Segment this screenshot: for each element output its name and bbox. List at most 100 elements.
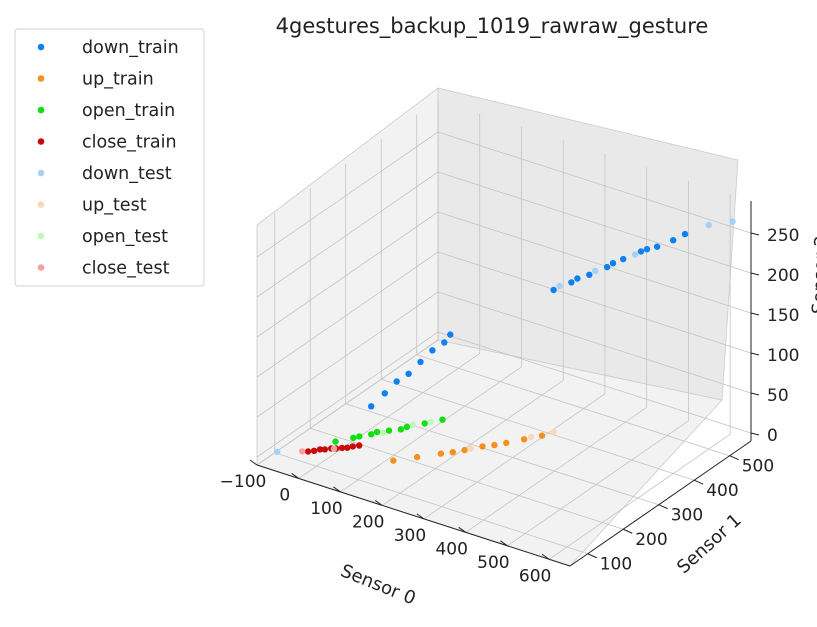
z-gridline-left bbox=[256, 211, 439, 338]
y-gridline-floor bbox=[381, 378, 695, 481]
y-tick-label: 300 bbox=[671, 506, 703, 526]
y-tick bbox=[587, 553, 597, 559]
y-tick bbox=[694, 479, 704, 485]
z-tick bbox=[750, 232, 760, 236]
data-point-down-train bbox=[417, 358, 424, 366]
x-gridline-floor bbox=[423, 393, 606, 520]
legend-frame bbox=[14, 28, 205, 287]
data-point-down-train bbox=[381, 390, 388, 397]
data-point-open-train bbox=[397, 426, 405, 433]
z-gridline-back bbox=[437, 131, 752, 234]
data-point-up-train bbox=[413, 453, 421, 461]
x-gridline-floor bbox=[381, 380, 564, 506]
legend: down_train up_train open_train close_traind… bbox=[14, 28, 205, 287]
data-point-close-train bbox=[349, 443, 357, 450]
x-gridline-floor bbox=[256, 339, 439, 466]
legend-marker-down-test bbox=[37, 169, 45, 177]
z-gridline-left bbox=[256, 331, 439, 458]
data-point-up-test bbox=[527, 433, 535, 441]
data-point-close-train bbox=[304, 448, 312, 455]
data-point-down-train bbox=[447, 331, 454, 338]
y-tick bbox=[729, 455, 739, 461]
legend-marker-down-train bbox=[37, 43, 45, 51]
x-axis-label: Sensor 0 bbox=[338, 560, 419, 609]
data-point-down-train bbox=[393, 378, 400, 385]
data-point-down-train bbox=[681, 230, 689, 238]
x-tick-label: 400 bbox=[435, 539, 467, 559]
x-tick-label: 200 bbox=[352, 512, 384, 532]
tick-labels: −100010020030040050060010020030040050005… bbox=[220, 226, 800, 586]
data-point-up-test bbox=[467, 445, 474, 452]
data-point-down-train bbox=[643, 246, 651, 253]
z-gridline-left bbox=[256, 291, 439, 418]
data-point-open-test bbox=[409, 421, 416, 428]
data-point-down-test bbox=[592, 267, 599, 275]
chart-title: 4gestures_backup_1019_rawraw_gesture bbox=[276, 14, 709, 39]
data-point-open-train bbox=[356, 433, 363, 440]
z-gridline-back bbox=[437, 211, 752, 314]
z-tick bbox=[750, 272, 760, 276]
z-tick bbox=[750, 352, 760, 356]
z-gridline-back bbox=[437, 171, 752, 274]
x-tick-label: 300 bbox=[394, 526, 426, 546]
z-gridline-back bbox=[437, 251, 752, 354]
z-tick-label: 250 bbox=[767, 226, 799, 246]
z-tick-label: 100 bbox=[767, 346, 799, 366]
y-gridline-floor bbox=[310, 427, 624, 530]
data-point-up-train bbox=[479, 443, 486, 450]
y-tick bbox=[658, 504, 668, 510]
x-tick-label: 0 bbox=[279, 485, 290, 505]
data-point-down-train bbox=[429, 347, 436, 354]
data-point-open-train bbox=[350, 434, 357, 442]
x-gridline-floor bbox=[507, 420, 689, 547]
data-point-down-test bbox=[274, 448, 281, 456]
data-point-close-test bbox=[330, 445, 338, 452]
x-gridline-floor bbox=[548, 433, 731, 560]
data-point-open-train bbox=[332, 438, 339, 445]
data-point-close-train bbox=[338, 444, 346, 452]
data-point-open-train bbox=[439, 416, 446, 423]
data-point-open-train bbox=[373, 428, 381, 436]
z-axis-label: Sensor 2 bbox=[809, 235, 817, 315]
legend-label: up_test bbox=[82, 196, 147, 216]
data-point-up-train bbox=[538, 432, 546, 439]
data-point-down-train bbox=[550, 286, 557, 294]
legend-marker-close-train bbox=[37, 138, 45, 145]
data-point-close-train bbox=[356, 442, 363, 449]
z-tick bbox=[750, 392, 760, 396]
data-point-down-train bbox=[441, 339, 448, 346]
axis-panes bbox=[256, 87, 739, 567]
data-point-down-test bbox=[729, 218, 736, 225]
legend-marker-open-test bbox=[37, 232, 45, 240]
y-tick-label: 200 bbox=[635, 530, 667, 550]
data-point-close-train bbox=[316, 446, 324, 453]
data-point-up-train bbox=[491, 441, 498, 449]
data-point-up-train bbox=[437, 450, 445, 457]
z-tick-label: 50 bbox=[767, 386, 789, 406]
z-gridline-back bbox=[437, 291, 752, 394]
x-tick-label: 100 bbox=[310, 499, 342, 519]
data-point-down-train bbox=[653, 243, 661, 250]
x-gridline-floor bbox=[340, 366, 522, 493]
y-tick-label: 100 bbox=[600, 555, 632, 575]
legend-marker-up-train bbox=[37, 75, 45, 82]
legend-label: close_train bbox=[82, 133, 177, 153]
data-point-close-train bbox=[321, 446, 329, 453]
y-tick-label: 400 bbox=[706, 481, 738, 501]
data-point-down-train bbox=[586, 271, 593, 278]
z-gridline-left bbox=[256, 131, 439, 258]
data-point-open-train bbox=[368, 431, 375, 438]
gridlines bbox=[256, 100, 752, 560]
x-gridline-floor bbox=[465, 407, 647, 533]
z-tick-label: 150 bbox=[767, 306, 799, 326]
legend-label: down_train bbox=[82, 38, 179, 58]
z-tick bbox=[750, 432, 760, 436]
y-gridline-floor bbox=[274, 452, 588, 555]
data-point-up-train bbox=[449, 449, 456, 456]
data-point-down-train bbox=[603, 263, 611, 271]
data-point-close-train bbox=[344, 444, 351, 451]
data-point-down-train bbox=[637, 248, 645, 255]
data-point-up-train bbox=[461, 446, 468, 454]
data-point-close-test bbox=[299, 448, 306, 455]
